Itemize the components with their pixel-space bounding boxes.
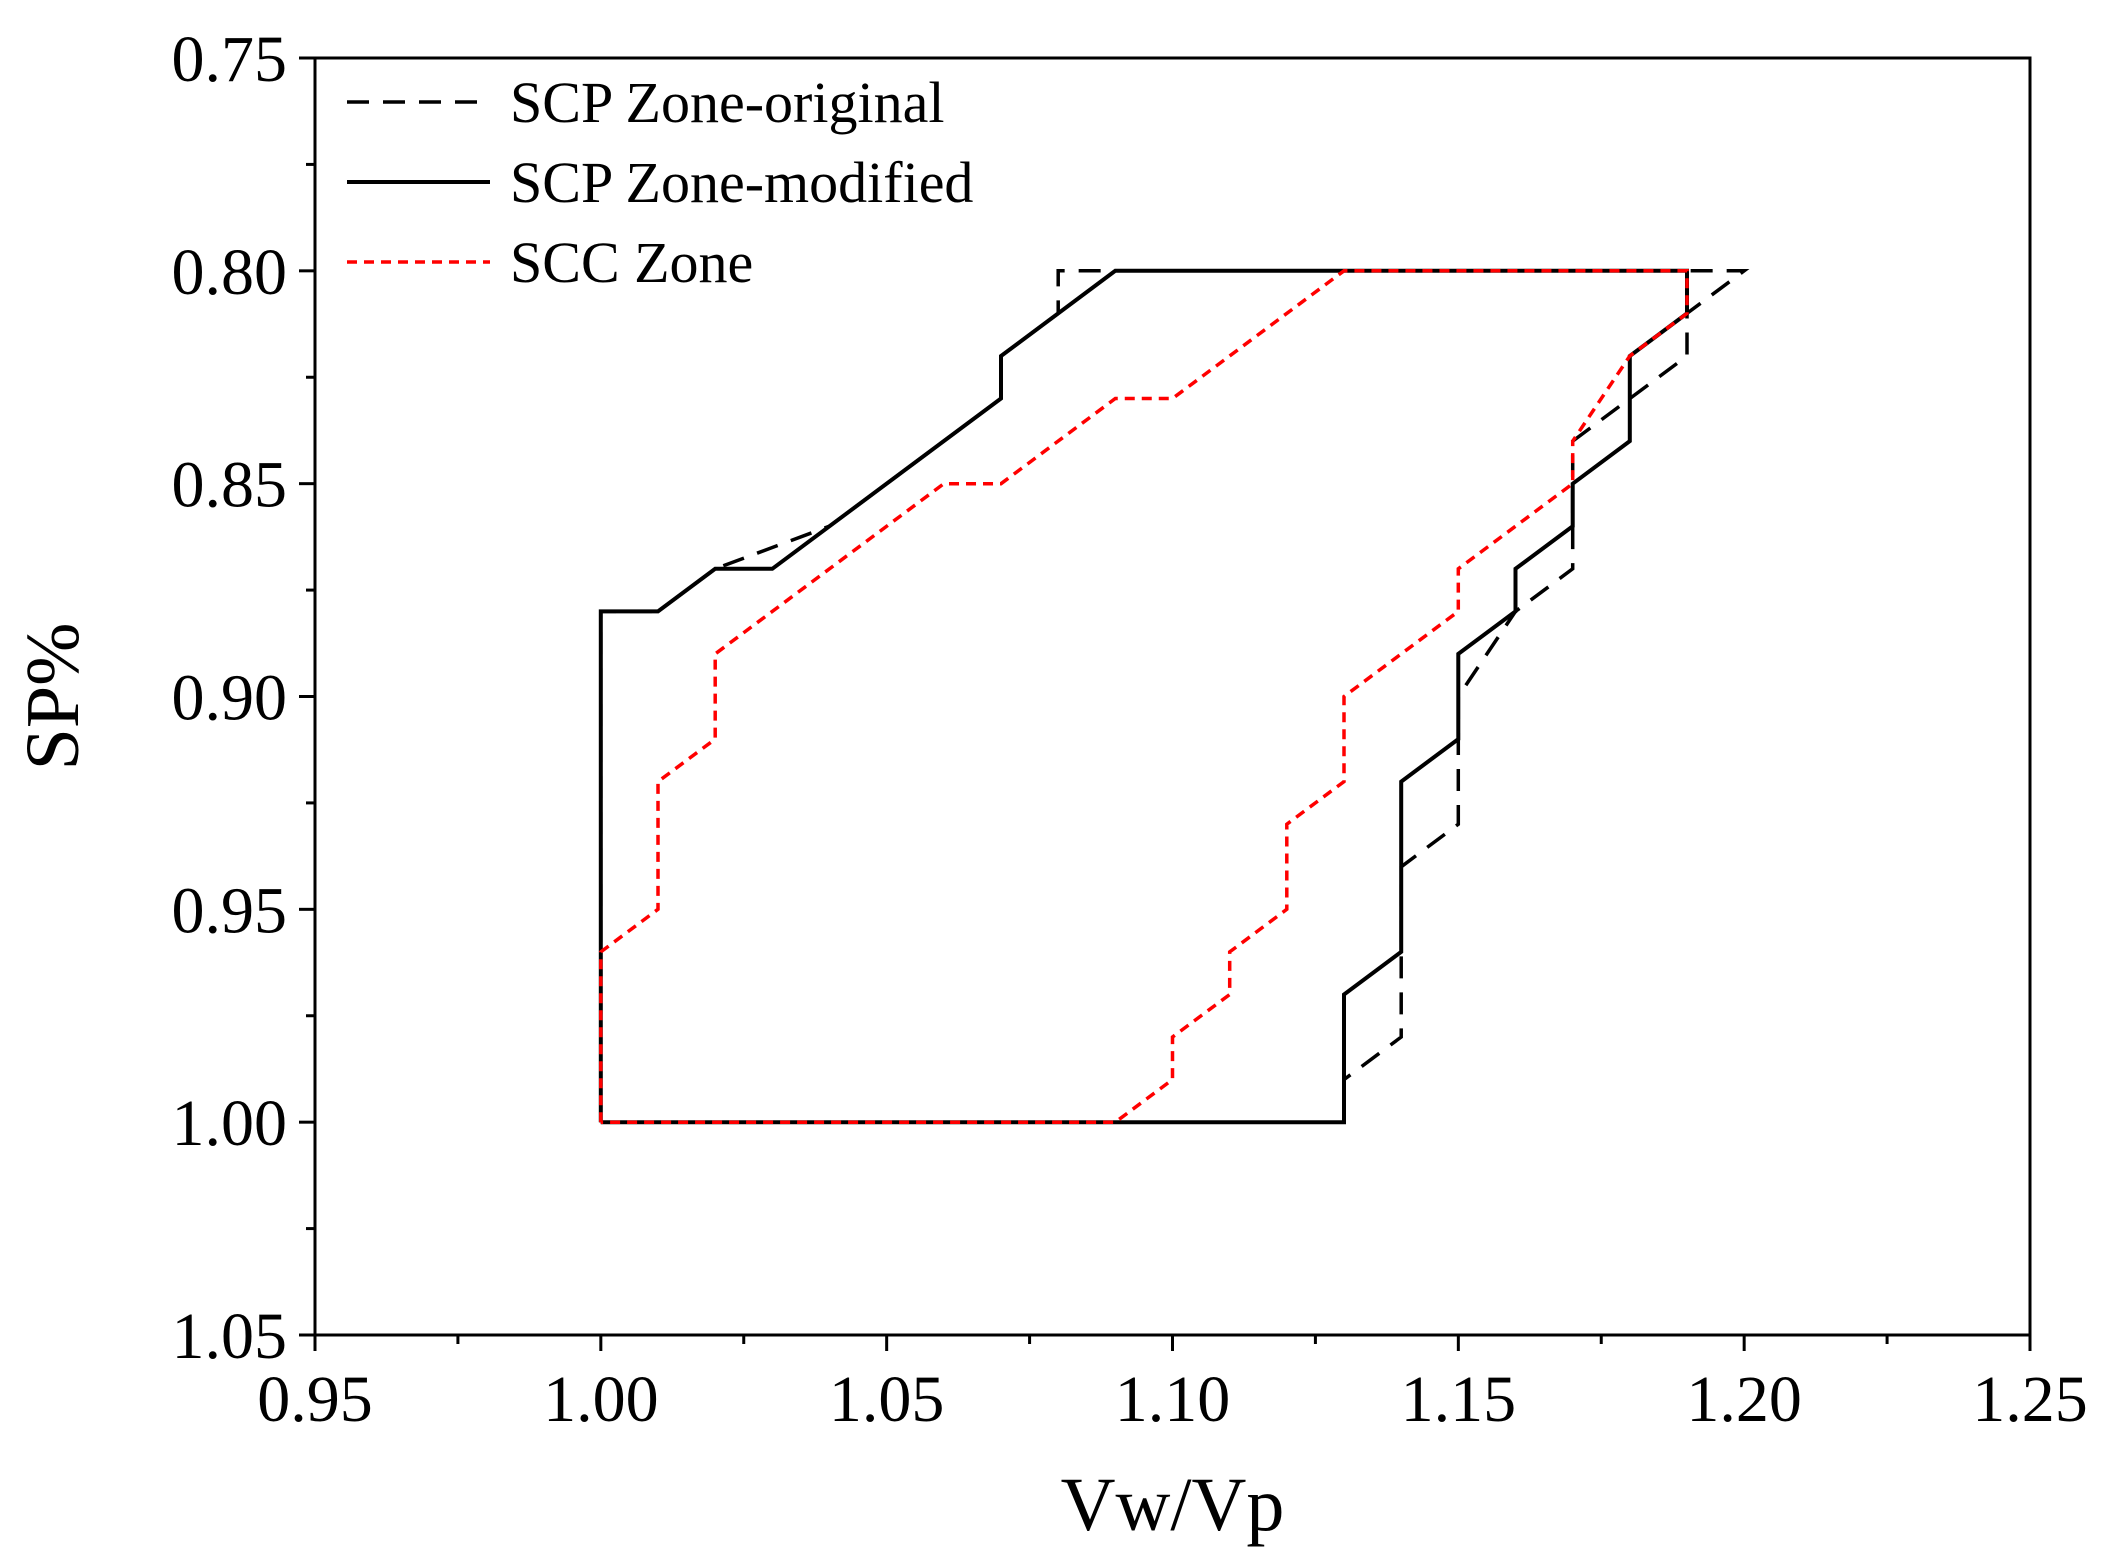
legend: SCP Zone-original SCP Zone-modified SCC Zo… [347,70,973,295]
y-tick-label: 0.90 [172,662,288,735]
x-tick-label: 0.95 [257,1363,373,1436]
y-tick-label: 0.95 [172,874,288,947]
y-tick-label: 0.75 [172,23,288,96]
y-tick-label: 0.80 [172,236,288,309]
y-axis-label: SP% [11,623,95,771]
x-tick-label: 1.25 [1972,1363,2088,1436]
y-tick-label: 1.00 [172,1087,288,1160]
x-tick-label: 1.05 [829,1363,945,1436]
series-line-2 [599,269,1689,1124]
series-lines [598,268,1750,1125]
x-tick-label: 1.10 [1115,1363,1231,1436]
series-line-1 [598,268,1689,1125]
x-tick-label: 1.00 [543,1363,659,1436]
legend-label: SCP Zone-modified [510,150,973,215]
x-tick-label: 1.15 [1401,1363,1517,1436]
legend-label: SCC Zone [510,230,753,295]
x-axis-label: Vw/Vp [1061,1463,1285,1547]
axis-ticks: 0.95 1.00 1.05 1.10 1.15 1.20 1.25 0.75 0.80 0.85… [172,23,2088,1436]
y-tick-label: 0.85 [172,449,288,522]
y-tick-label: 1.05 [172,1300,288,1373]
legend-label: SCP Zone-original [510,70,944,135]
x-tick-label: 1.20 [1686,1363,1802,1436]
